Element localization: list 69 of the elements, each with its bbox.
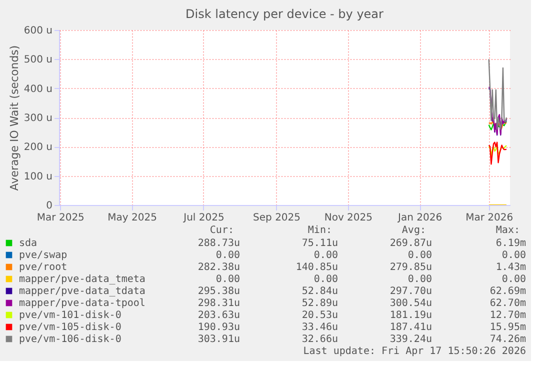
text: 12.70m [490,310,526,321]
text: 20.53u [302,310,338,321]
text: Avg: [402,225,426,236]
y-axis-title: Average IO Wait (seconds) [8,45,21,191]
x-tick-label: Mar 2025 [36,212,84,224]
text: 187.41u [390,322,432,333]
text: 0.00 [502,274,526,285]
text: 300.54u [390,298,432,309]
text: 0.00 [314,250,338,261]
text: 279.85u [390,262,432,273]
text: 181.19u [390,310,432,321]
line-series [488,142,508,165]
legend-label: sda [19,238,38,249]
text: 52.89u [302,298,338,309]
text: 0.00 [408,250,432,261]
x-tick-label: Mar 2026 [466,212,514,224]
text: 1.43m [496,262,526,273]
text: 74.26m [490,334,526,345]
y-tick-label: 200 u [24,142,52,154]
y-tick-label: 400 u [24,84,52,95]
line-series [488,144,508,156]
x-tick-label: Nov 2025 [324,212,372,224]
legend-label: pve/root [19,262,68,273]
legend-label: mapper/pve-data-tpool [19,298,146,309]
text: 269.87u [390,238,432,249]
text: 62.70m [490,298,526,309]
line-series [488,58,508,130]
text: 0.00 [314,274,338,285]
text: 0.00 [502,250,526,261]
text: 203.63u [198,310,240,321]
legend-label: mapper/pve-data_tdata [19,286,146,297]
chart-title: Disk latency per device - by year [186,7,384,21]
text: 298.31u [198,298,240,309]
x-tick-label: Sep 2025 [253,212,301,224]
legend-label: pve/vm-101-disk-0 [19,310,122,321]
y-tick-label: 600 u [24,26,52,36]
text: Min: [308,225,332,236]
text: Last update: Fri Apr 17 15:50:26 2026 [303,346,526,357]
text: 295.38u [198,286,240,297]
text: 190.93u [198,322,240,333]
legend-label: pve/swap [19,250,68,261]
text: 282.38u [198,262,240,273]
x-tick-label: May 2025 [108,212,157,224]
text: Cur: [210,225,234,236]
x-tick-label: Jan 2026 [397,212,442,224]
y-tick-label: 300 u [24,113,52,124]
text: 32.66u [302,334,338,345]
text: 15.95m [490,322,526,333]
text: 6.19m [496,238,526,249]
text: 140.85u [296,262,338,273]
text: 33.46u [302,322,338,333]
legend-label: mapper/pve-data_tmeta [19,274,146,285]
legend-label: pve/vm-106-disk-0 [19,334,122,345]
legend-label: pve/vm-105-disk-0 [19,322,122,333]
text: 297.70u [390,286,432,297]
text: 0.00 [216,274,240,285]
text: 303.91u [198,334,240,345]
text: 0.00 [408,274,432,285]
text: 52.84u [302,286,338,297]
text: 62.69m [490,286,526,297]
text: 339.24u [390,334,432,345]
text: 288.73u [198,238,240,249]
y-tick-label: 0 [46,200,52,212]
y-tick-label: 100 u [24,171,52,182]
text: 0.00 [216,250,240,261]
text: 75.11u [302,238,338,249]
text: Max: [496,225,520,236]
x-tick-label: Jul 2025 [182,212,224,224]
y-tick-label: 500 u [24,54,52,66]
